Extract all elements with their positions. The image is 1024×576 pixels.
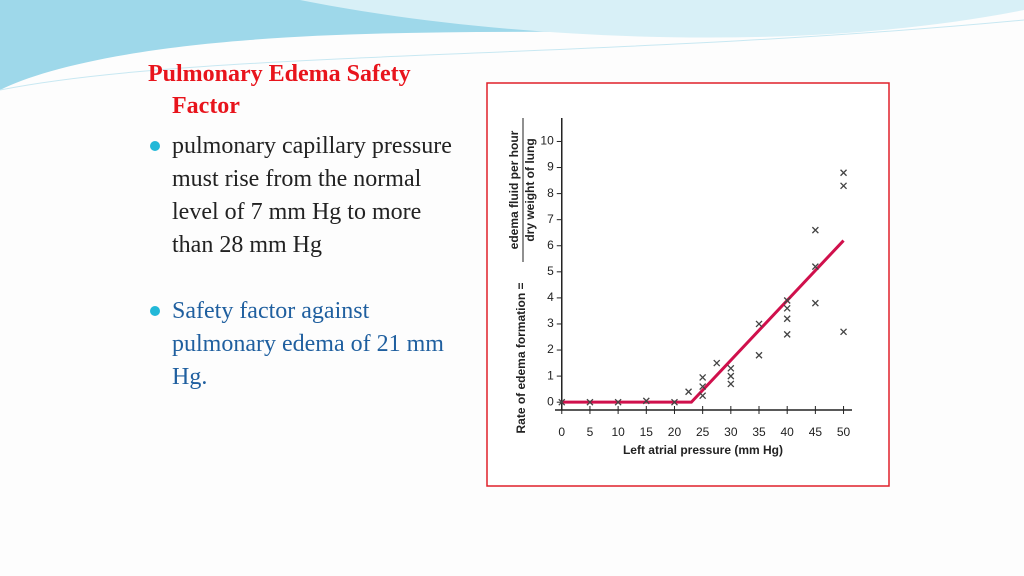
bullet: pulmonary capillary pressure must rise f… xyxy=(150,130,462,262)
x-tick-label: 45 xyxy=(809,425,823,439)
data-point xyxy=(586,398,594,406)
y-tick-label: 10 xyxy=(540,134,554,148)
data-point xyxy=(713,359,721,367)
data-point xyxy=(614,398,622,406)
x-tick-label: 40 xyxy=(781,425,795,439)
fit-line xyxy=(561,239,845,404)
data-point xyxy=(642,397,650,405)
data-point xyxy=(755,351,763,359)
data-point xyxy=(811,299,819,307)
header-wave xyxy=(300,0,1024,38)
x-tick-label: 10 xyxy=(611,425,625,439)
data-point xyxy=(840,328,848,336)
y-label-numerator: edema fluid per hour xyxy=(507,130,521,249)
y-tick-label: 3 xyxy=(547,316,554,330)
data-point xyxy=(783,330,791,338)
y-label-denominator: dry weight of lung xyxy=(523,138,537,241)
slide-title: Pulmonary Edema Safety Factor xyxy=(148,61,411,119)
x-tick-label: 35 xyxy=(752,425,766,439)
data-point xyxy=(811,263,819,271)
x-tick-label: 30 xyxy=(724,425,738,439)
y-label-text: Rate of edema formation = xyxy=(514,282,528,433)
y-tick-label: 2 xyxy=(547,342,554,356)
chart-frame xyxy=(486,82,890,487)
data-point xyxy=(755,320,763,328)
y-tick-label: 7 xyxy=(547,212,554,226)
y-tick-label: 4 xyxy=(547,290,554,304)
x-tick-label: 50 xyxy=(837,425,851,439)
data-point xyxy=(811,226,819,234)
x-tick-label: 0 xyxy=(558,425,565,439)
x-tick-label: 20 xyxy=(668,425,682,439)
data-point xyxy=(699,392,707,400)
y-tick-label: 1 xyxy=(547,368,554,382)
y-tick-label: 0 xyxy=(547,394,554,408)
data-point xyxy=(840,169,848,177)
y-tick-label: 8 xyxy=(547,186,554,200)
header-line xyxy=(0,19,1024,91)
x-tick-label: 5 xyxy=(587,425,594,439)
data-point xyxy=(699,373,707,381)
x-axis-label: Left atrial pressure (mm Hg) xyxy=(623,443,783,457)
bullet-list: pulmonary capillary pressure must rise f… xyxy=(148,130,462,427)
data-point xyxy=(558,398,566,406)
data-point xyxy=(840,182,848,190)
data-point xyxy=(783,315,791,323)
x-tick-label: 15 xyxy=(640,425,654,439)
data-point xyxy=(699,383,707,390)
data-point xyxy=(783,297,791,304)
y-tick-label: 6 xyxy=(547,238,554,252)
data-point xyxy=(783,304,791,312)
data-point xyxy=(727,364,735,372)
y-tick-label: 9 xyxy=(547,160,554,174)
y-tick-label: 5 xyxy=(547,264,554,278)
data-point xyxy=(685,388,693,396)
data-point xyxy=(671,398,678,406)
data-point xyxy=(727,372,735,380)
x-tick-label: 25 xyxy=(696,425,710,439)
bullet: Safety factor against pulmonary edema of… xyxy=(150,295,462,394)
y-axis-label: Rate of edema formation = edema fluid per… xyxy=(507,118,537,434)
data-point xyxy=(727,380,735,388)
